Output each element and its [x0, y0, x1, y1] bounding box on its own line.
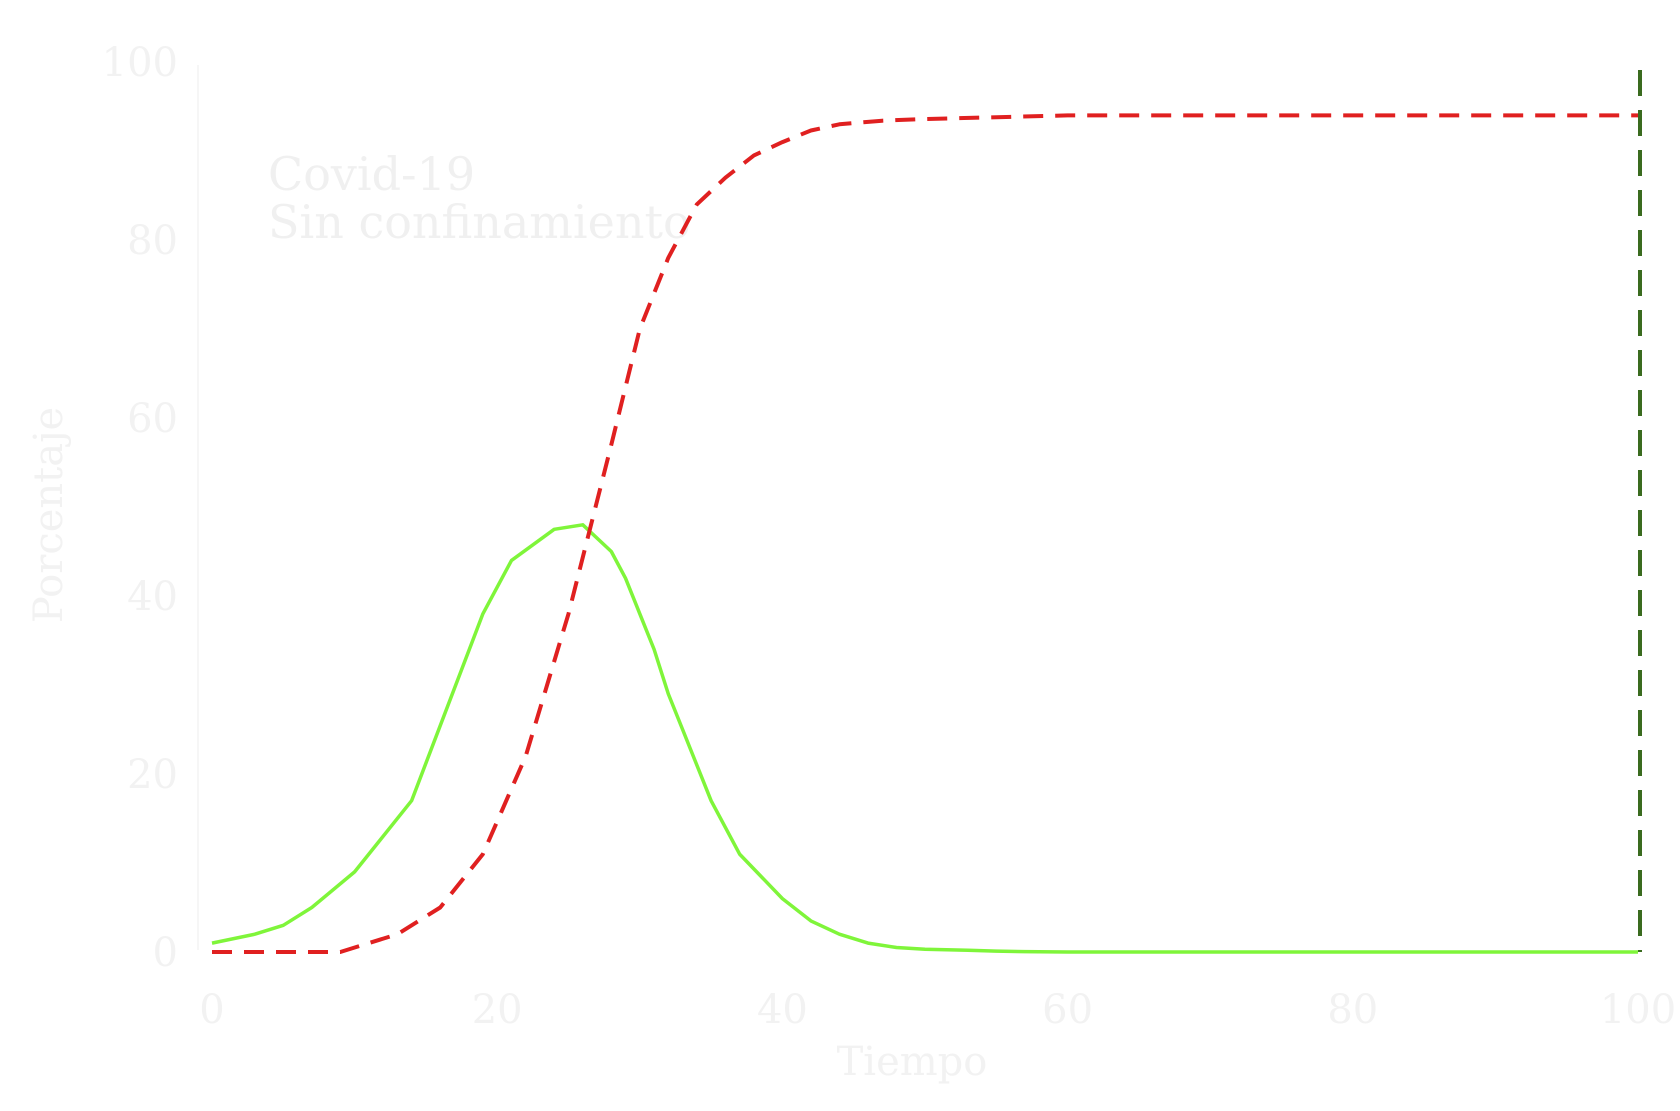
y-tick-labels: 0 20 40 60 80 100 — [102, 40, 178, 976]
annotation-line-2: Sin confinamiento — [268, 195, 691, 249]
x-tick-labels: 0 20 40 60 80 100 — [199, 987, 1676, 1033]
x-tick-label: 100 — [1600, 987, 1676, 1033]
series-line-infectados — [211, 523, 1638, 954]
y-tick-label: 20 — [127, 752, 178, 798]
series-layer — [211, 113, 1638, 954]
x-axis-title: Tiempo — [837, 1039, 988, 1085]
series-line-recuperados — [212, 113, 1638, 954]
annotation-line-1: Covid-19 — [268, 147, 475, 201]
y-tick-label: 0 — [153, 930, 178, 976]
x-tick-label: 40 — [757, 987, 808, 1033]
x-tick-label: 0 — [199, 987, 224, 1033]
x-tick-label: 80 — [1327, 987, 1378, 1033]
x-tick-label: 60 — [1042, 987, 1093, 1033]
y-tick-label: 80 — [127, 218, 178, 264]
y-tick-label: 60 — [127, 396, 178, 442]
y-axis-title: Porcentaje — [26, 407, 72, 623]
y-tick-label: 100 — [102, 40, 178, 86]
x-tick-label: 20 — [472, 987, 523, 1033]
y-tick-label: 40 — [127, 574, 178, 620]
